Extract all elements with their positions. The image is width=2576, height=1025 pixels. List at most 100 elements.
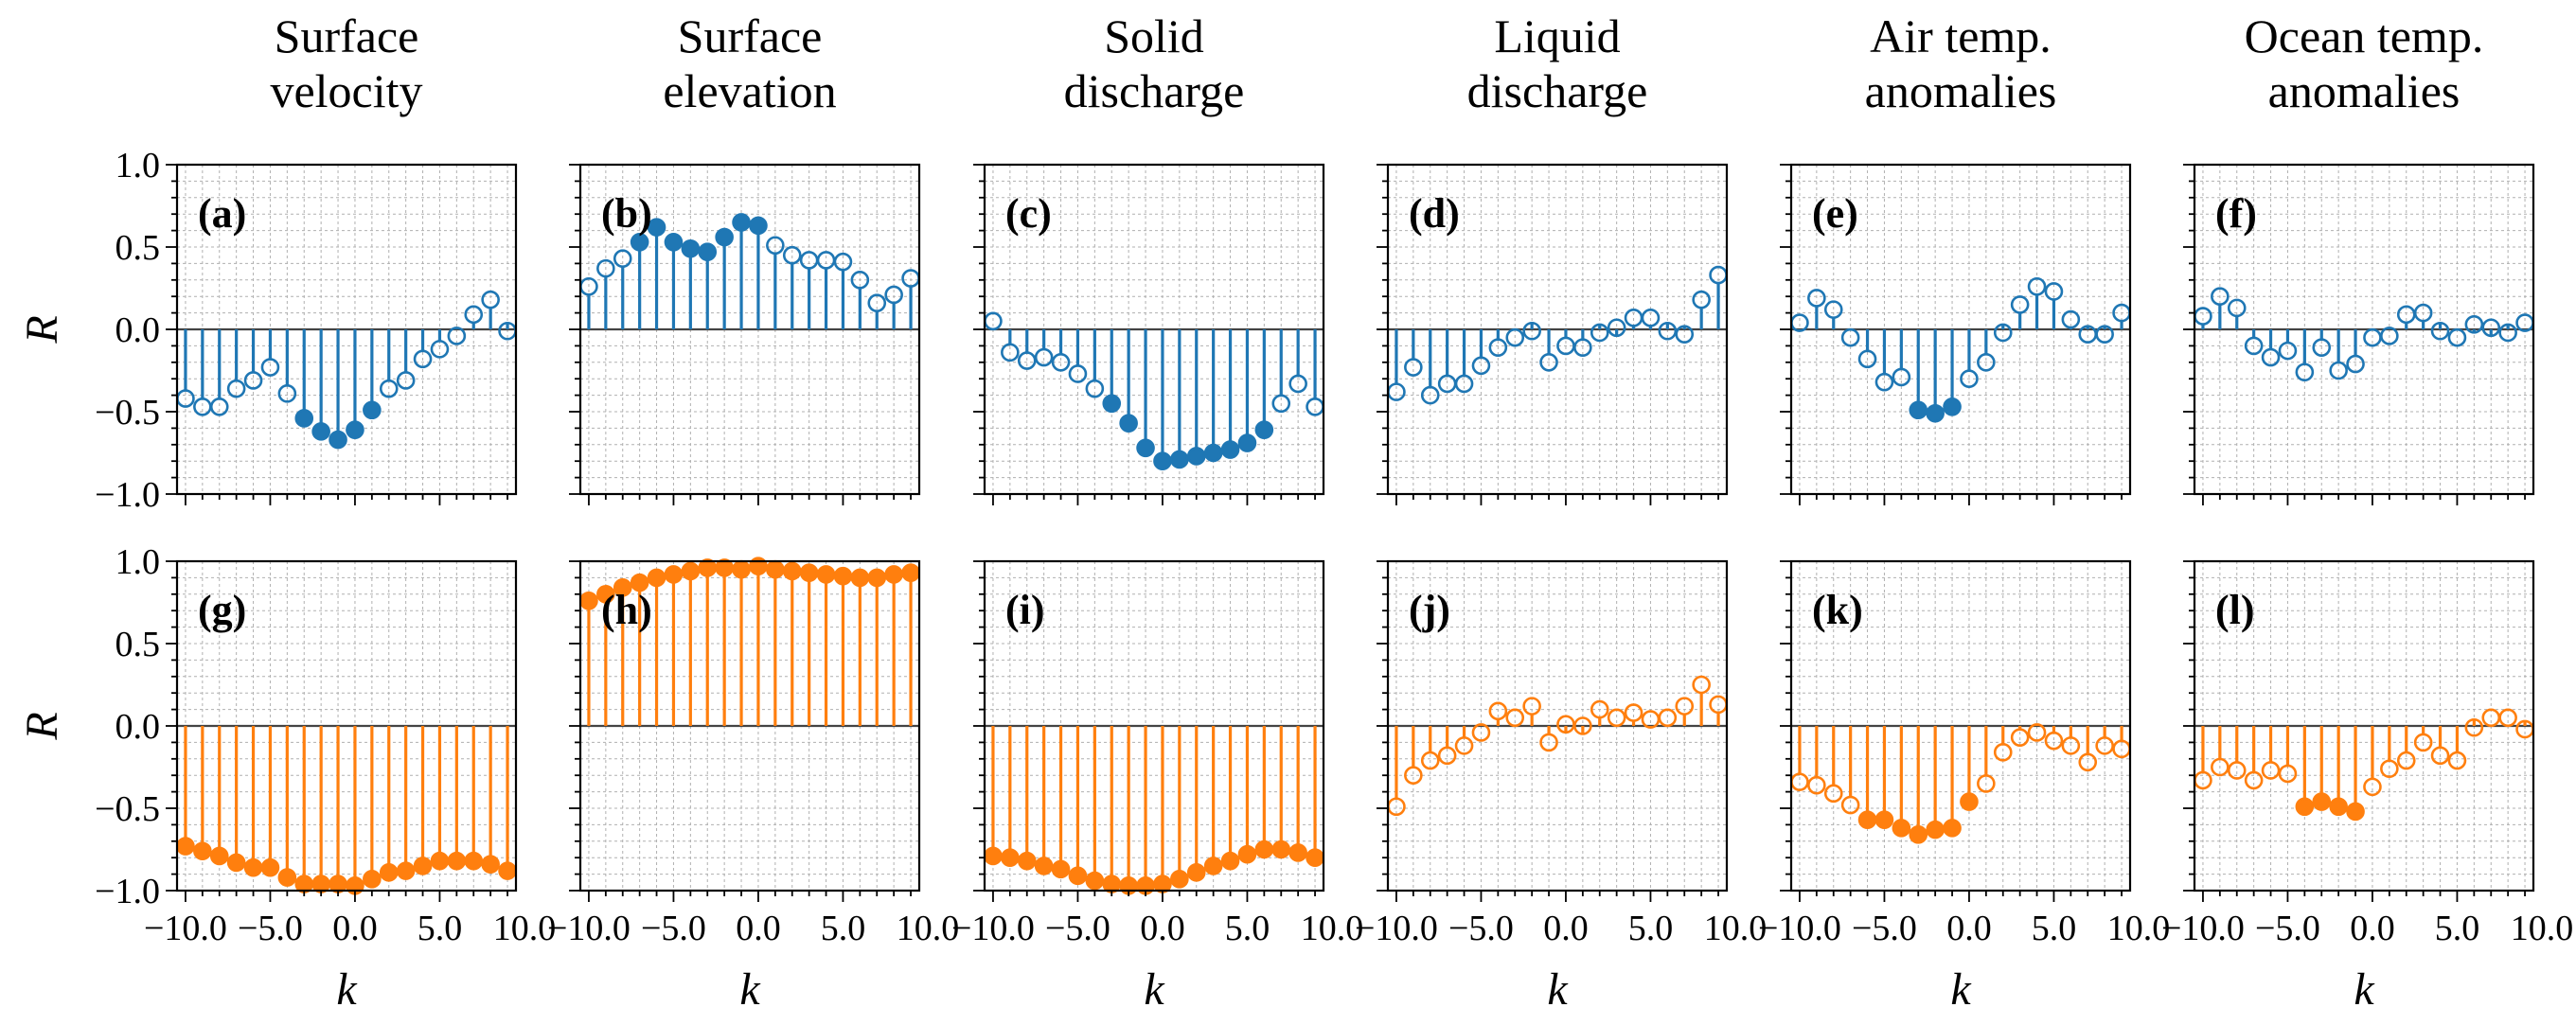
marker xyxy=(2010,728,2030,747)
marker xyxy=(2027,723,2047,742)
marker-significant xyxy=(2346,802,2365,822)
marker-significant xyxy=(1220,851,1240,871)
x-tick-label: −10.0 xyxy=(1758,909,1841,948)
marker xyxy=(1607,708,1626,728)
x-axis-label: k xyxy=(1144,964,1165,1015)
marker xyxy=(1823,300,1843,319)
marker xyxy=(2027,276,2047,296)
column-title-line: anomalies xyxy=(2268,64,2461,117)
x-tick-label: −5.0 xyxy=(641,909,706,948)
marker xyxy=(2498,708,2517,728)
marker xyxy=(1573,338,1592,357)
marker xyxy=(1437,374,1457,394)
x-axis-label: k xyxy=(1547,964,1569,1015)
marker-significant xyxy=(1170,450,1189,469)
marker-significant xyxy=(1288,843,1307,862)
panel-label: (i) xyxy=(1005,587,1045,633)
marker-significant xyxy=(630,573,649,592)
panel-g: −1.0 −0.5 0.0 0.5 1.0 R −10.0 −5.0 0.0 5.0 10.0 k (g… xyxy=(17,542,556,1015)
marker xyxy=(2278,341,2298,361)
marker-significant xyxy=(1119,414,1138,433)
marker-significant xyxy=(766,559,785,579)
marker xyxy=(1807,289,1826,308)
marker xyxy=(867,293,887,312)
marker xyxy=(1840,327,1860,347)
marker xyxy=(1505,708,1525,728)
marker-significant xyxy=(613,578,632,597)
marker xyxy=(2095,325,2114,345)
marker-significant xyxy=(1254,420,1274,439)
marker xyxy=(1488,338,1508,357)
panel-f: (f) xyxy=(2183,163,2535,505)
marker xyxy=(2481,708,2501,728)
marker-significant xyxy=(596,584,615,604)
x-tick-label: 10.0 xyxy=(493,909,557,948)
marker xyxy=(1658,708,1678,728)
marker xyxy=(2227,761,2247,780)
marker-significant xyxy=(1153,451,1172,471)
marker-significant xyxy=(1051,859,1071,879)
marker xyxy=(1539,733,1558,752)
marker xyxy=(1892,367,1911,387)
marker xyxy=(850,270,870,290)
y-tick-label: 1.0 xyxy=(115,146,161,186)
marker xyxy=(766,236,785,256)
marker xyxy=(2363,777,2382,797)
x-axis-label: k xyxy=(336,964,358,1015)
panel-label: (k) xyxy=(1812,587,1863,633)
marker xyxy=(1539,352,1558,372)
marker xyxy=(2261,347,2281,367)
panel-label: (c) xyxy=(1005,190,1052,237)
marker-significant xyxy=(1960,792,1979,811)
marker xyxy=(2227,298,2247,318)
x-tick-label: −10.0 xyxy=(1355,909,1438,948)
marker xyxy=(2010,295,2030,314)
panel-label: (e) xyxy=(1812,190,1858,237)
x-tick-label: 0.0 xyxy=(1543,909,1589,948)
marker-significant xyxy=(498,861,517,880)
panel-label: (f) xyxy=(2215,190,2257,237)
marker-significant xyxy=(984,846,1003,866)
column-title-line: anomalies xyxy=(1865,64,2057,117)
x-tick-label: 5.0 xyxy=(2435,909,2480,948)
marker xyxy=(816,251,836,270)
marker xyxy=(1001,343,1020,362)
y-tick-label: −0.5 xyxy=(95,789,160,829)
y-tick-label: 0.0 xyxy=(115,707,161,747)
x-tick-label: 5.0 xyxy=(1628,909,1674,948)
marker xyxy=(1624,703,1643,722)
marker xyxy=(1874,372,1894,392)
marker xyxy=(1505,327,1525,347)
marker-significant xyxy=(363,400,382,420)
x-tick-label: −5.0 xyxy=(2255,909,2320,948)
x-tick-label: −5.0 xyxy=(1448,909,1514,948)
marker xyxy=(2481,318,2501,338)
panel-k: −10.0 −5.0 0.0 5.0 10.0 k (k) xyxy=(1758,559,2170,1015)
marker xyxy=(2044,731,2064,751)
marker-significant xyxy=(1220,440,1240,459)
x-tick-label: 10.0 xyxy=(1704,909,1768,948)
marker xyxy=(2396,751,2416,770)
marker xyxy=(1641,309,1661,327)
x-tick-label: 0.0 xyxy=(736,909,781,948)
marker-significant xyxy=(867,568,887,588)
marker xyxy=(1085,379,1105,398)
marker xyxy=(1993,743,2013,762)
marker-significant xyxy=(243,857,263,877)
marker-significant xyxy=(1186,863,1206,882)
marker xyxy=(243,371,263,390)
y-tick-label: 0.0 xyxy=(115,310,161,350)
marker xyxy=(1658,321,1678,341)
x-tick-label: 5.0 xyxy=(417,909,463,948)
marker xyxy=(2413,733,2433,752)
marker xyxy=(1471,723,1491,742)
panel-label: (l) xyxy=(2215,587,2255,633)
marker xyxy=(984,311,1003,331)
y-axis-label: R xyxy=(17,315,67,344)
marker-significant xyxy=(1892,819,1911,838)
marker xyxy=(1034,347,1054,367)
panel-b: (b) xyxy=(569,163,921,505)
x-axis-label: k xyxy=(1950,964,1972,1015)
marker-significant xyxy=(226,853,246,873)
marker-significant xyxy=(209,846,229,866)
